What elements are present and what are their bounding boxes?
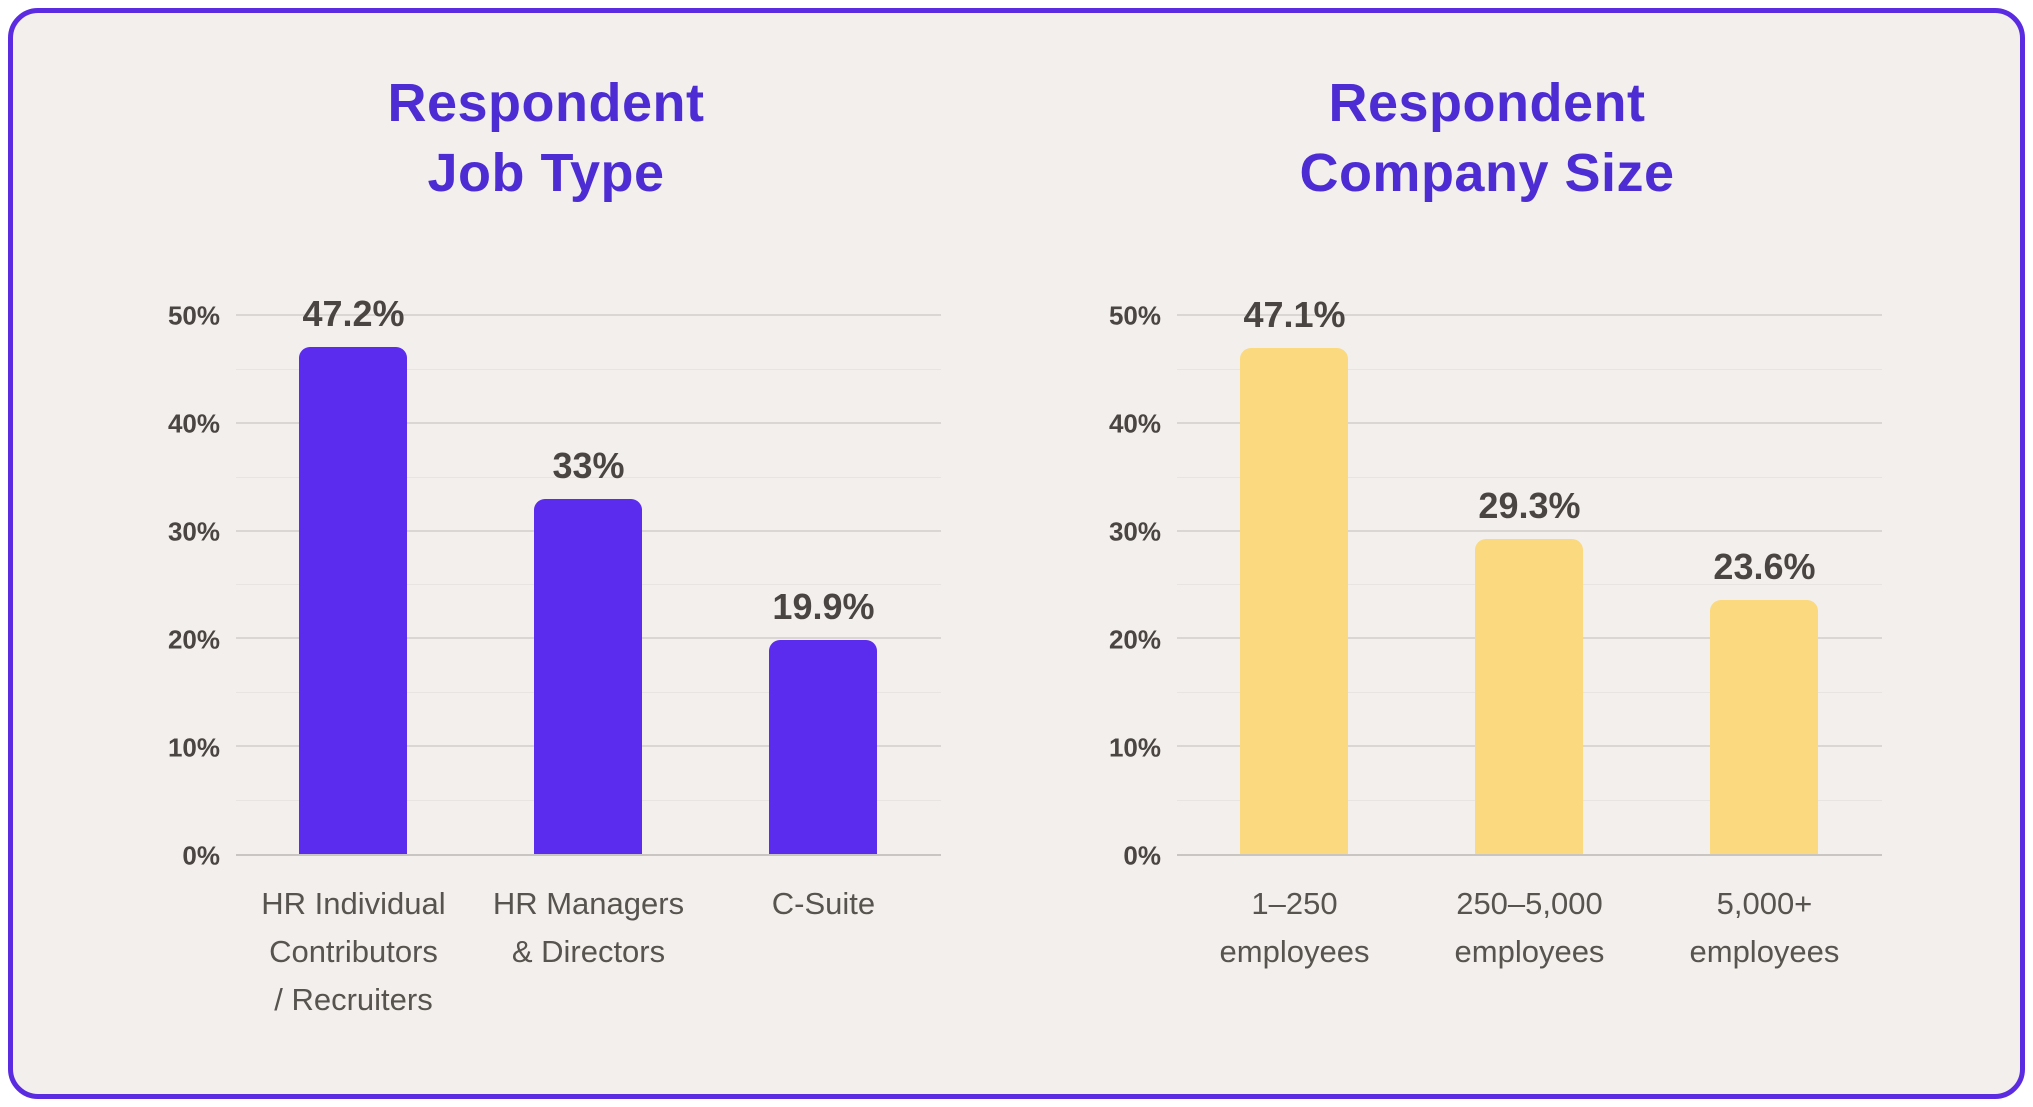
bar-column: 19.9% (706, 316, 941, 855)
y-tick-label: 10% (167, 732, 220, 763)
chart-respondent-job-type: Respondent Job Type 0% 10% 20% 30% 40% 50% 47… (151, 13, 941, 1094)
chart-title: Respondent Job Type (387, 73, 705, 204)
x-category-label: 5,000+ employees (1689, 886, 1840, 970)
x-category-label: HR Managers & Directors (492, 886, 685, 970)
bar (1475, 539, 1584, 855)
bar-value-label: 47.2% (302, 292, 405, 334)
gridline (236, 369, 941, 371)
chart-respondent-company-size: Respondent Company Size 0% 10% 20% 30% 40% 50… (1092, 13, 1882, 1094)
gridline (236, 314, 941, 317)
plot-area: 47.1% 29.3% 23.6% (1177, 294, 1882, 857)
bar (534, 499, 643, 855)
gridline (236, 421, 941, 424)
y-tick-label: 50% (167, 300, 220, 331)
y-tick-label: 50% (1108, 300, 1161, 331)
gridline (1177, 369, 1882, 371)
bar (769, 640, 878, 855)
bar-column: 47.2% (236, 293, 471, 855)
gridline (1177, 314, 1882, 317)
bar-column: 29.3% (1412, 316, 1647, 855)
y-tick-label: 40% (167, 408, 220, 439)
y-axis: 0% 10% 20% 30% 40% 50% (1092, 301, 1177, 871)
bar-value-label: 33% (552, 445, 625, 487)
bar-column: 23.6% (1647, 316, 1882, 855)
chart-body: 0% 10% 20% 30% 40% 50% 47.2% 33% 19.9% (151, 293, 941, 871)
bar-column: 47.1% (1177, 294, 1412, 855)
y-tick-label: 0% (1123, 840, 1161, 871)
plot-area: 47.2% 33% 19.9% (236, 293, 941, 857)
bar-value-label: 23.6% (1713, 546, 1816, 588)
x-category-label: 1–250 employees (1219, 886, 1370, 970)
charts-panel: Respondent Job Type 0% 10% 20% 30% 40% 50% 47… (8, 8, 2025, 1099)
y-tick-label: 0% (182, 840, 220, 871)
bar-column: 33% (471, 316, 706, 855)
x-category-label: C-Suite (771, 886, 876, 922)
chart-body: 0% 10% 20% 30% 40% 50% 47.1% 29.3% 23.6% (1092, 294, 1882, 871)
gridline (1177, 529, 1882, 532)
bar (299, 346, 408, 855)
y-tick-label: 20% (1108, 624, 1161, 655)
gridline (1177, 476, 1882, 478)
y-axis: 0% 10% 20% 30% 40% 50% (151, 301, 236, 871)
x-axis-labels: 1–250 employees 250–5,000 employees 5,000+… (1177, 880, 1882, 976)
x-category-label: HR Individual Contributors / Recruiters (261, 886, 446, 1018)
x-category-label: 250–5,000 employees (1454, 886, 1605, 970)
gridline (1177, 421, 1882, 424)
bar-value-label: 29.3% (1478, 485, 1581, 527)
bar (1240, 347, 1349, 855)
bar-value-label: 19.9% (772, 586, 875, 628)
y-tick-label: 40% (1108, 408, 1161, 439)
bar (1710, 600, 1819, 855)
bar-value-label: 47.1% (1243, 293, 1346, 335)
gridline (236, 476, 941, 478)
y-tick-label: 10% (1108, 732, 1161, 763)
x-axis-labels: HR Individual Contributors / Recruiters H… (236, 880, 941, 1024)
chart-title: Respondent Company Size (1299, 73, 1675, 204)
y-tick-label: 30% (1108, 516, 1161, 547)
y-tick-label: 30% (167, 516, 220, 547)
y-tick-label: 20% (167, 624, 220, 655)
